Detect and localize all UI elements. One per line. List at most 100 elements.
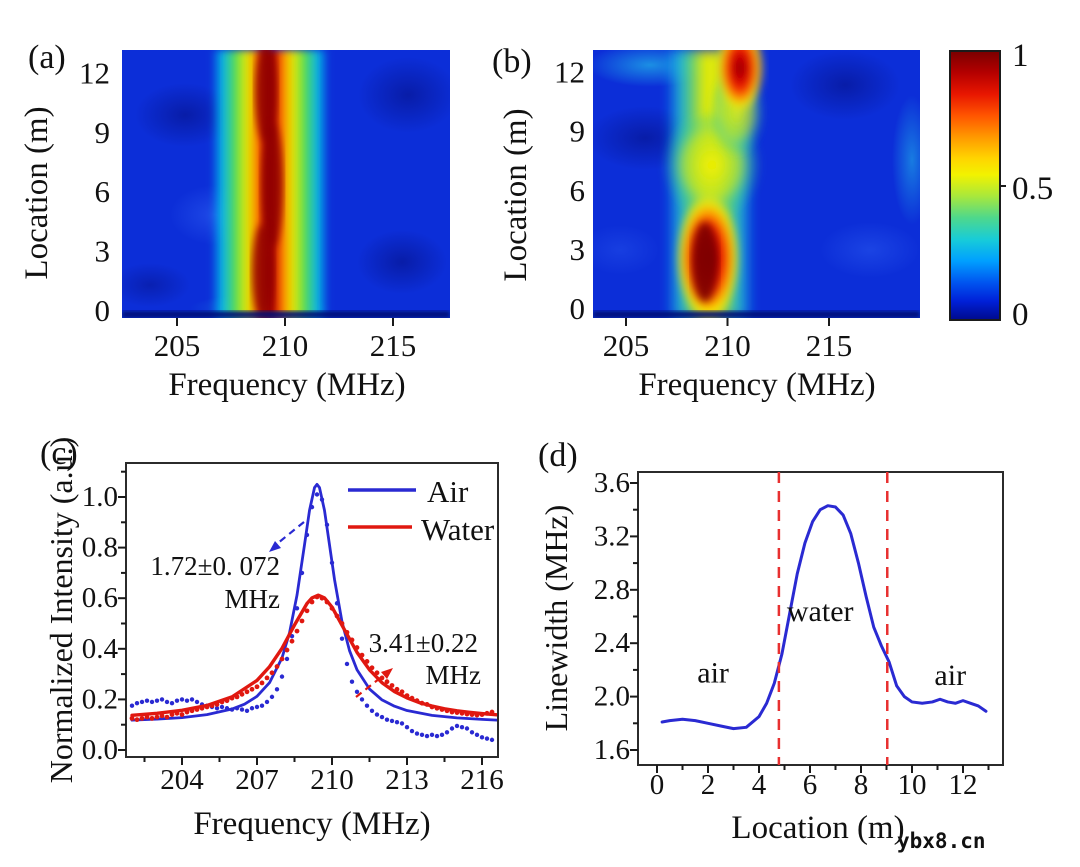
panel-c: 204 207 210 213 216 0.0 0.2 0.4 0.6 0.8 1.0 (c) No… [40,435,504,842]
y-tick-label: 6 [95,174,111,209]
data-point [224,706,230,711]
heatmap-b-hot-core [692,222,718,302]
data-point [244,708,250,713]
data-point [274,664,280,669]
y-tick-label: 9 [95,115,111,150]
y-tick-label: 3.6 [594,467,630,499]
y-tick-label: 3 [95,234,111,269]
data-point [484,736,490,741]
panel-d-axes: 0 2 4 6 8 10 12 1.6 2.0 2.4 2.8 3.2 3.6 [594,467,990,801]
heatmap-b-dark-patch [790,50,900,120]
data-point [169,712,175,717]
data-point [249,706,255,711]
data-point [239,691,245,697]
heatmap-b [593,50,920,318]
annotation-air-linewidth: 1.72±0. 072 [150,551,280,581]
data-point [269,670,275,676]
panel-a-axes: 205 210 215 0 3 6 9 12 [79,55,416,363]
x-tick-label: 12 [949,769,978,801]
data-point [304,608,310,614]
y-tick-label: 12 [79,55,110,90]
panel-a-ylabel: Location (m) [19,106,55,279]
data-point [219,704,225,710]
data-point [479,735,485,740]
data-point [324,522,330,528]
panel-c-xlabel: Frequency (MHz) [193,806,430,842]
panel-a-tag: (a) [28,39,66,76]
data-point [394,719,400,725]
data-point [164,699,170,705]
x-tick-label: 2 [701,769,716,801]
data-point [459,725,465,730]
data-point [329,560,335,565]
panel-d-ylabel: Linewidth (MHz) [538,505,574,732]
panel-c-annotation-air: 1.72±0. 072 MHz [150,521,305,614]
annotation-water-arrow-head [381,668,393,679]
x-tick-label: 207 [235,764,279,796]
data-point [159,697,165,702]
y-tick-label: 2.4 [594,627,631,659]
data-point [284,647,290,653]
data-point [389,683,395,688]
data-point [419,732,425,738]
region-label-air: air [697,657,729,690]
annotation-air-arrow-head [269,541,281,552]
panel-c-tag: (c) [40,435,78,472]
data-point [159,713,165,719]
data-point [244,689,250,695]
annotation-water-linewidth: 3.41±0.22 [369,628,478,658]
data-point [174,698,180,703]
colorbar-label-middle: 0.5 [1012,171,1053,207]
data-point [339,636,345,641]
x-tick-label: 0 [650,769,665,801]
series-linewidth [660,504,988,731]
data-point [279,674,285,679]
annotation-water-arrow-line [355,674,385,698]
data-point [414,731,420,736]
panel-a-xlabel: Frequency (MHz) [168,367,405,403]
data-point [389,718,395,724]
data-point [379,714,385,720]
data-point [474,732,480,738]
legend-label-air: Air [427,474,469,509]
data-point [139,699,145,705]
x-tick-label: 216 [460,764,504,796]
data-point [184,698,190,703]
heatmap-a-bottom-strip [122,311,450,318]
y-tick-label: 0.8 [82,532,118,564]
heatmap-a-dark-patch [122,263,190,307]
data-point [314,492,320,497]
x-tick-label: 215 [806,328,853,363]
colorbar-label-bottom: 0 [1012,297,1029,333]
data-point [334,601,340,606]
x-tick-label: 8 [854,769,869,801]
data-point [144,698,150,703]
y-tick-label: 3.2 [594,520,630,552]
data-point [279,656,285,662]
data-point [469,730,475,735]
panel-a: 205 210 215 0 3 6 9 12 (a) Location (m) Frequen… [19,39,450,403]
data-point [164,714,170,720]
data-point [384,717,390,722]
data-point [424,733,430,739]
x-tick-label: 204 [160,764,204,796]
data-point [294,628,300,634]
data-point [269,694,275,700]
data-point [434,733,440,739]
panel-c-annotation-water: 3.41±0.22 MHz [355,628,482,698]
y-tick-label: 1.0 [82,481,118,513]
series-water-fit [130,593,497,718]
heatmap-b-cyan-patch [892,95,920,225]
panel-d-xlabel: Location (m) [731,810,904,846]
heatmap-b-light-patch [593,225,660,275]
data-point [214,706,220,711]
x-tick-label: 215 [370,328,417,363]
colorbar-label-top: 1 [1012,38,1029,74]
data-point [294,606,300,611]
data-point [454,723,460,729]
annotation-water-unit: MHz [426,660,482,690]
heatmap-b-bottom-strip [593,311,920,318]
